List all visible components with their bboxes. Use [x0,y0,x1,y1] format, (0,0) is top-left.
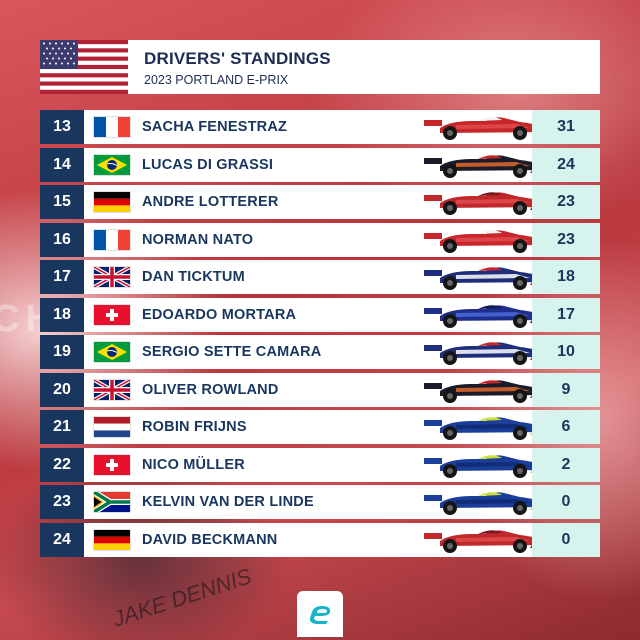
france-flag-icon [94,229,130,250]
position-number: 17 [40,260,84,294]
driver-name: EDOARDO MORTARA [142,306,297,323]
position-number: 16 [40,222,84,257]
driver-cell: EDOARDO MORTARA [84,297,548,332]
germany-flag-icon [94,529,130,550]
abt-car-icon [420,412,550,442]
table-row: 22 NICO MÜLLER 2 [40,447,600,482]
driver-name: ANDRE LOTTERER [142,194,279,210]
nio-car-icon [420,337,550,367]
table-row: 21 ROBIN FRIJNS 6 [40,410,600,444]
uk-flag-icon [94,379,130,400]
driver-cell: KELVIN VAN DER LINDE [84,485,548,519]
abt-car-icon [420,450,550,480]
position-number: 13 [40,110,84,144]
switzerland-flag-icon [94,454,130,475]
france-flag-icon [94,117,130,137]
driver-cell: DAN TICKTUM [84,260,548,294]
position-number: 22 [40,447,84,482]
position-number: 23 [40,485,84,519]
driver-name: NORMAN NATO [142,231,254,248]
driver-cell: DAVID BECKMANN [84,522,548,557]
points-value: 6 [532,410,600,444]
points-value: 10 [532,335,600,369]
standings-header: DRIVERS' STANDINGS 2023 PORTLAND E-PRIX [40,40,600,94]
mahindra-car-icon [420,150,550,180]
page-title: DRIVERS' STANDINGS [144,49,331,68]
mahindra-car-icon [420,375,550,405]
driver-cell: LUCAS DI GRASSI [84,147,548,182]
table-row: 15 ANDRE LOTTERER 23 [40,185,600,219]
table-row: 17 DAN TICKTUM 18 [40,260,600,294]
driver-name: OLIVER ROWLAND [142,381,279,398]
switzerland-flag-icon [94,304,130,325]
points-value: 31 [532,110,600,144]
table-row: 13 SACHA FENESTRAZ 31 [40,110,600,144]
points-value: 2 [532,447,600,482]
points-value: 0 [532,522,600,557]
driver-cell: SACHA FENESTRAZ [84,110,548,144]
table-row: 24 DAVID BECKMANN 0 [40,522,600,557]
points-value: 17 [532,297,600,332]
uk-flag-icon [94,267,130,287]
table-row: 19 SERGIO SETTE CAMARA 10 [40,335,600,369]
driver-name: DAN TICKTUM [142,269,245,285]
points-value: 23 [532,185,600,219]
driver-name: NICO MÜLLER [142,456,245,473]
nio-car-icon [420,262,550,292]
netherlands-flag-icon [94,417,130,437]
abt-car-icon [420,487,550,517]
table-row: 16 NORMAN NATO 23 [40,222,600,257]
south-africa-flag-icon [94,492,130,512]
driver-cell: SERGIO SETTE CAMARA [84,335,548,369]
position-number: 18 [40,297,84,332]
porsche-car-icon [420,187,550,217]
driver-cell: OLIVER ROWLAND [84,372,548,407]
table-row: 18 EDOARDO MORTARA 17 [40,297,600,332]
points-value: 24 [532,147,600,182]
page-subtitle: 2023 PORTLAND E-PRIX [144,73,289,87]
brazil-flag-icon [94,154,130,175]
position-number: 19 [40,335,84,369]
driver-name: LUCAS DI GRASSI [142,156,274,173]
driver-name: SERGIO SETTE CAMARA [142,344,322,360]
driver-name: KELVIN VAN DER LINDE [142,494,314,510]
driver-cell: ANDRE LOTTERER [84,185,548,219]
formula-e-logo [297,591,343,637]
points-value: 0 [532,485,600,519]
maserati-car-icon [420,300,550,330]
brazil-flag-icon [94,342,130,362]
position-number: 15 [40,185,84,219]
driver-name: DAVID BECKMANN [142,531,278,548]
points-value: 18 [532,260,600,294]
porsche-car-icon [420,525,550,555]
driver-name: ROBIN FRIJNS [142,419,247,435]
germany-flag-icon [94,192,130,212]
driver-cell: NICO MÜLLER [84,447,548,482]
points-value: 23 [532,222,600,257]
table-row: 23 KELVIN VAN DER LINDE 0 [40,485,600,519]
driver-name: SACHA FENESTRAZ [142,119,288,135]
points-value: 9 [532,372,600,407]
table-row: 20 OLIVER ROWLAND 9 [40,372,600,407]
position-number: 14 [40,147,84,182]
nissan-car-icon [420,225,550,255]
usa-flag-icon [40,40,128,94]
position-number: 24 [40,522,84,557]
table-row: 14 LUCAS DI GRASSI 24 [40,147,600,182]
driver-cell: NORMAN NATO [84,222,548,257]
position-number: 21 [40,410,84,444]
driver-cell: ROBIN FRIJNS [84,410,548,444]
nissan-car-icon [420,112,550,142]
position-number: 20 [40,372,84,407]
